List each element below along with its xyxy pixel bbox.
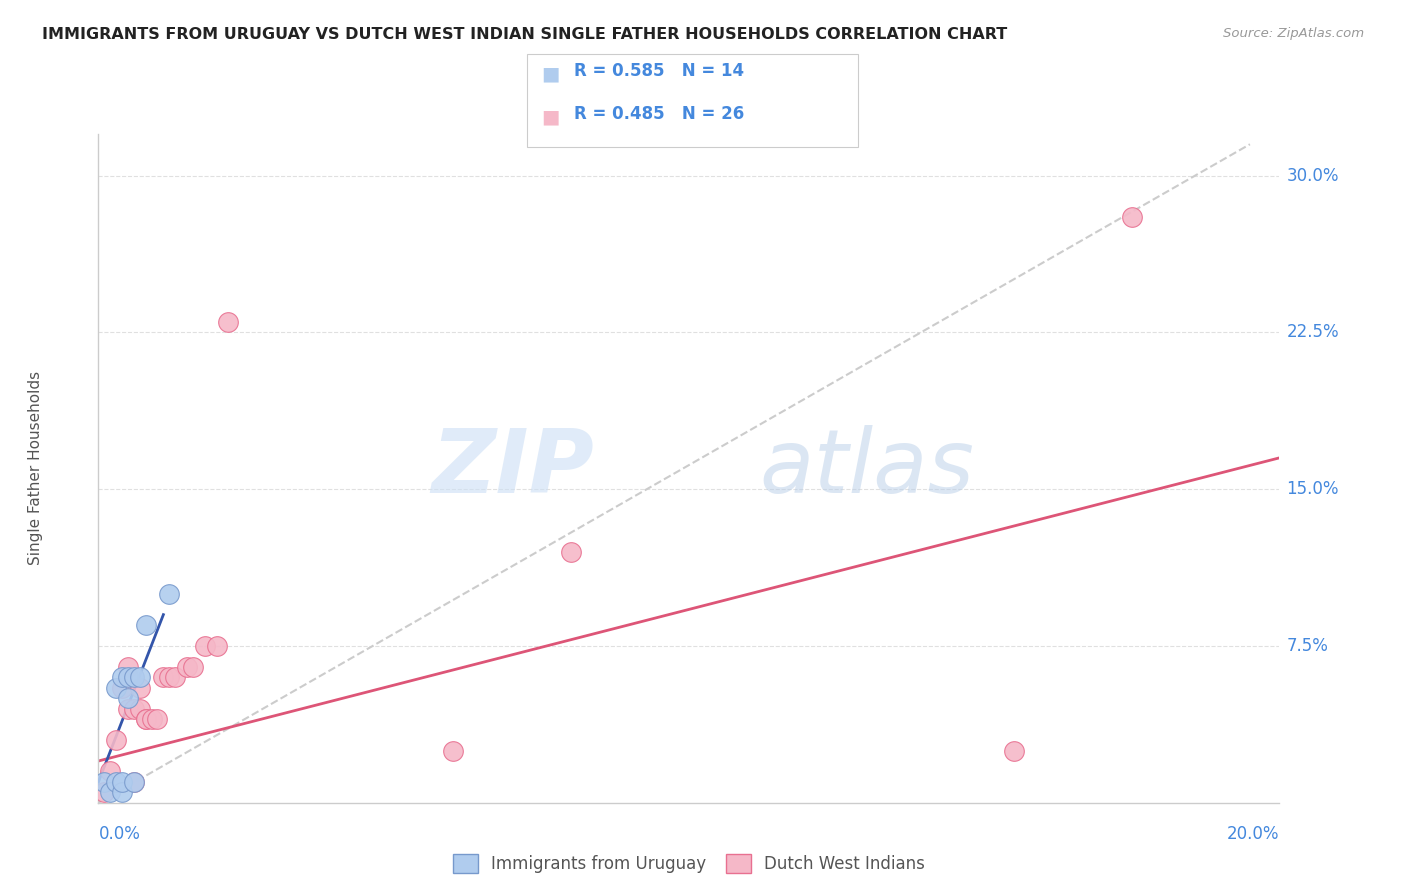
Point: [165, 670, 187, 684]
Point: [105, 775, 128, 789]
Point: [1002, 743, 1025, 757]
Text: 30.0%: 30.0%: [1286, 167, 1339, 185]
Point: [128, 670, 150, 684]
Point: [1121, 211, 1143, 225]
Point: [93, 785, 115, 799]
Point: [122, 775, 145, 789]
Point: [135, 712, 157, 726]
Point: [93, 775, 115, 789]
Text: ■: ■: [541, 107, 560, 126]
Point: [157, 587, 180, 601]
Text: 7.5%: 7.5%: [1286, 637, 1329, 655]
Point: [117, 691, 139, 706]
Text: 22.5%: 22.5%: [1286, 324, 1339, 342]
Text: ZIP: ZIP: [432, 425, 595, 512]
Point: [135, 712, 157, 726]
Point: [181, 660, 204, 674]
Point: [111, 681, 134, 695]
Point: [205, 639, 228, 653]
Text: ■: ■: [541, 64, 560, 83]
Point: [560, 545, 582, 559]
Point: [146, 712, 169, 726]
Point: [98, 764, 121, 779]
Point: [111, 775, 134, 789]
Point: [122, 670, 145, 684]
Point: [122, 775, 145, 789]
Text: Source: ZipAtlas.com: Source: ZipAtlas.com: [1223, 27, 1364, 40]
Point: [117, 660, 139, 674]
Point: [98, 785, 121, 799]
Point: [176, 660, 198, 674]
Text: 20.0%: 20.0%: [1227, 825, 1279, 843]
Legend: Immigrants from Uruguay, Dutch West Indians: Immigrants from Uruguay, Dutch West Indi…: [444, 846, 934, 881]
Point: [152, 670, 174, 684]
Point: [194, 639, 217, 653]
Text: 15.0%: 15.0%: [1286, 480, 1339, 499]
Point: [111, 785, 134, 799]
Point: [117, 702, 139, 716]
Point: [157, 670, 180, 684]
Point: [441, 743, 464, 757]
Point: [128, 681, 150, 695]
Point: [141, 712, 163, 726]
Point: [105, 733, 128, 747]
Point: [135, 618, 157, 632]
Text: atlas: atlas: [759, 425, 974, 511]
Point: [111, 670, 134, 684]
Text: R = 0.585   N = 14: R = 0.585 N = 14: [574, 62, 744, 80]
Point: [122, 702, 145, 716]
Text: 0.0%: 0.0%: [98, 825, 141, 843]
Point: [105, 681, 128, 695]
Point: [217, 315, 239, 329]
Point: [117, 670, 139, 684]
Text: IMMIGRANTS FROM URUGUAY VS DUTCH WEST INDIAN SINGLE FATHER HOUSEHOLDS CORRELATIO: IMMIGRANTS FROM URUGUAY VS DUTCH WEST IN…: [42, 27, 1008, 42]
Point: [128, 702, 150, 716]
Text: R = 0.485   N = 26: R = 0.485 N = 26: [574, 105, 744, 123]
Text: Single Father Households: Single Father Households: [28, 371, 42, 566]
